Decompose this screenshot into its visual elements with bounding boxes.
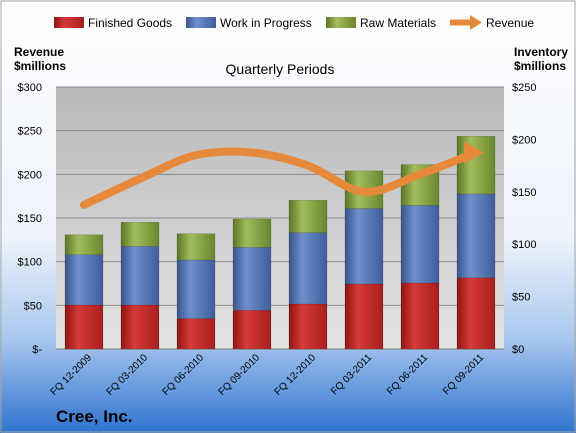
revenue-arrowhead-icon: [464, 141, 484, 164]
legend-swatch-finished-goods: [54, 17, 84, 28]
bar-work-in-progress: [456, 193, 496, 278]
bar-work-in-progress: [120, 246, 160, 306]
right-tick-label: $50: [512, 292, 530, 304]
bar-work-in-progress: [176, 259, 216, 319]
legend-arrow-icon: [470, 15, 482, 30]
right-tick-label: $0: [512, 344, 524, 356]
legend-swatch-raw-materials: [326, 17, 356, 28]
left-tick-label: $250: [18, 126, 42, 138]
bar-raw-materials: [176, 233, 216, 261]
legend-label-work-in-progress: Work in Progress: [220, 16, 312, 30]
legend: Finished Goods Work in Progress Raw Mate…: [54, 15, 534, 30]
left-tick-label: $200: [18, 169, 42, 181]
left-tick-label: $50: [24, 300, 42, 312]
left-tick-label: $-: [32, 344, 42, 356]
bar-finished-goods: [176, 318, 216, 350]
left-tick-label: $100: [18, 257, 42, 269]
legend-label-raw-materials: Raw Materials: [360, 16, 436, 30]
left-axis-title-line2: $millions: [14, 59, 66, 73]
right-axis-title-line2: $millions: [514, 59, 566, 73]
revenue-line: [80, 141, 484, 209]
right-tick-label: $200: [512, 134, 536, 146]
bar-finished-goods: [232, 309, 272, 350]
bar-finished-goods: [288, 303, 328, 350]
right-axis-title-line1: Inventory: [514, 45, 568, 59]
legend-swatch-work-in-progress: [186, 17, 216, 28]
right-axis: $0 $50 $100 $150 $200 $250: [512, 82, 536, 356]
bar-raw-materials: [120, 221, 160, 247]
bar-raw-materials: [232, 218, 272, 248]
bar-work-in-progress: [344, 208, 384, 285]
bar-finished-goods: [120, 304, 160, 350]
legend-label-revenue: Revenue: [486, 16, 534, 30]
legend-label-finished-goods: Finished Goods: [88, 16, 172, 30]
revenue-line-path: [80, 147, 480, 209]
bar-work-in-progress: [64, 254, 104, 306]
bar-finished-goods: [400, 282, 440, 350]
bar-finished-goods: [344, 283, 384, 350]
bar-series: [64, 136, 496, 350]
bar-finished-goods: [64, 304, 104, 350]
company-name: Cree, Inc.: [56, 407, 133, 426]
right-tick-label: $150: [512, 187, 536, 199]
chart-title: Quarterly Periods: [226, 61, 335, 77]
left-axis-title-line1: Revenue: [14, 45, 64, 59]
right-tick-label: $250: [512, 82, 536, 94]
bar-raw-materials: [64, 234, 104, 255]
left-axis: $- $50 $100 $150 $200 $250 $300: [18, 82, 43, 356]
bar-raw-materials: [456, 136, 496, 195]
bar-work-in-progress: [400, 205, 440, 284]
bar-work-in-progress: [232, 247, 272, 311]
bar-finished-goods: [456, 277, 496, 350]
left-tick-label: $300: [18, 82, 42, 94]
right-tick-label: $100: [512, 239, 536, 251]
bar-work-in-progress: [288, 232, 328, 305]
bar-raw-materials: [288, 199, 328, 233]
left-tick-label: $150: [18, 213, 42, 225]
